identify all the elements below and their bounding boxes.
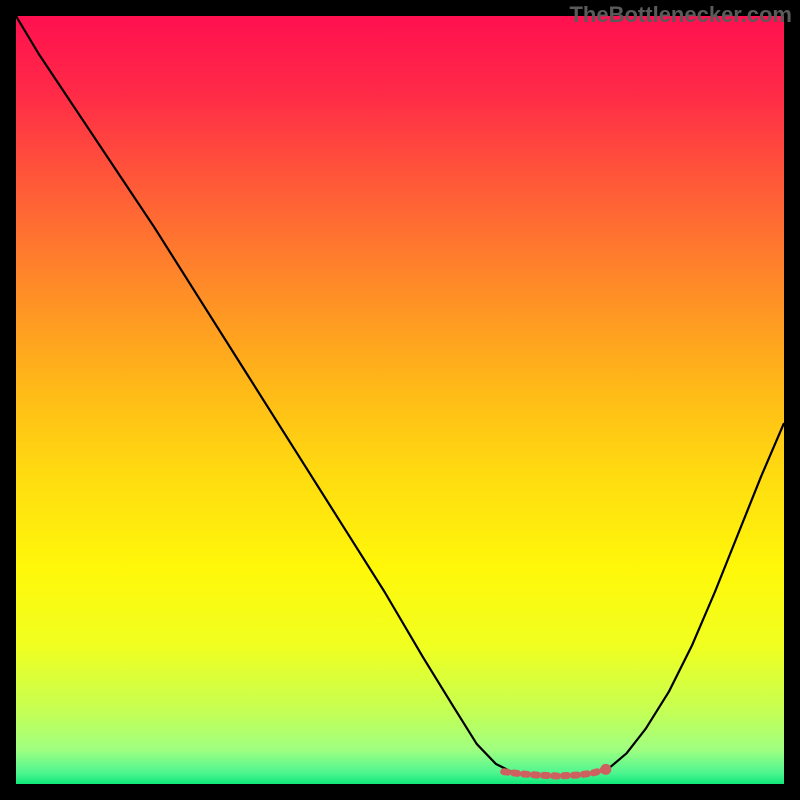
watermark-label: TheBottlenecker.com (569, 2, 792, 28)
stage: TheBottlenecker.com (0, 0, 800, 800)
plot-svg (16, 16, 784, 784)
gradient-background (16, 16, 784, 784)
optimal-range-end-marker (600, 764, 611, 775)
plot-area (16, 16, 784, 784)
